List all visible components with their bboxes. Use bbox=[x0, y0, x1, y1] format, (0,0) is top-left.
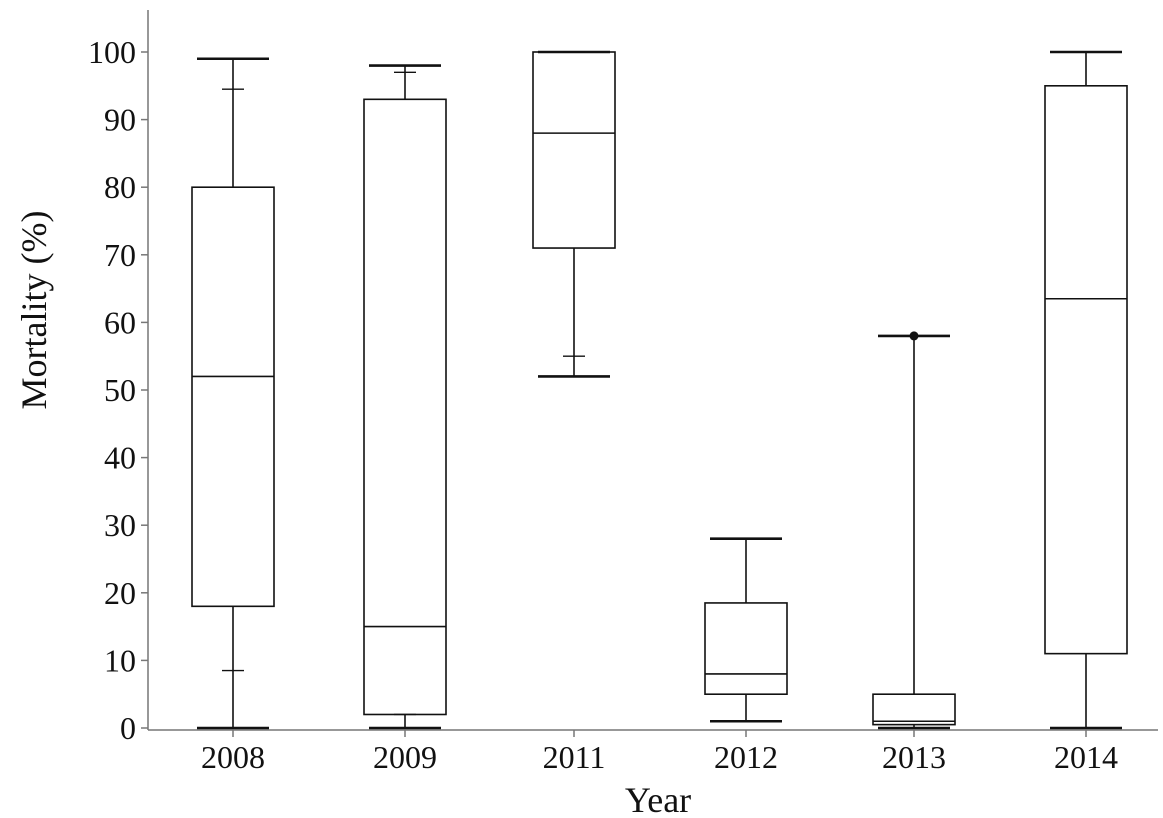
y-tick-label: 0 bbox=[120, 710, 136, 746]
y-tick-label: 90 bbox=[104, 102, 136, 138]
box-2009 bbox=[363, 64, 447, 730]
y-axis-title: Mortality (%) bbox=[14, 211, 54, 410]
y-tick-label: 70 bbox=[104, 237, 136, 273]
iqr-box bbox=[363, 98, 447, 716]
y-tick-label: 50 bbox=[104, 372, 136, 408]
y-tick-label: 100 bbox=[88, 34, 136, 70]
labels-layer: Year Mortality (%) bbox=[14, 211, 691, 818]
box-2013 bbox=[872, 331, 956, 730]
x-tick-label: 2011 bbox=[543, 739, 606, 775]
x-tick-label: 2008 bbox=[201, 739, 265, 775]
x-axis-title: Year bbox=[625, 780, 691, 818]
y-tick-label: 10 bbox=[104, 642, 136, 678]
iqr-box bbox=[872, 693, 956, 726]
boxes-layer bbox=[191, 50, 1128, 730]
y-tick-label: 20 bbox=[104, 575, 136, 611]
iqr-box bbox=[532, 51, 616, 249]
x-tick-label: 2012 bbox=[714, 739, 778, 775]
x-tick-label: 2009 bbox=[373, 739, 437, 775]
iqr-box bbox=[704, 602, 788, 696]
iqr-box bbox=[1044, 85, 1128, 655]
y-tick-label: 60 bbox=[104, 304, 136, 340]
y-tick-label: 80 bbox=[104, 169, 136, 205]
y-tick-label: 40 bbox=[104, 440, 136, 476]
axes: 0 10 20 30 40 50 60 70 80 90 100 2008 2009 2011 2012 20… bbox=[88, 10, 1158, 775]
box-2008 bbox=[191, 57, 275, 730]
box-2014 bbox=[1044, 50, 1128, 730]
box-2012 bbox=[704, 537, 788, 723]
y-tick-label: 30 bbox=[104, 507, 136, 543]
iqr-box bbox=[191, 186, 275, 608]
outlier-point bbox=[909, 331, 919, 341]
x-tick-label: 2014 bbox=[1054, 739, 1118, 775]
x-tick-label: 2013 bbox=[882, 739, 946, 775]
box-2011 bbox=[532, 50, 616, 378]
